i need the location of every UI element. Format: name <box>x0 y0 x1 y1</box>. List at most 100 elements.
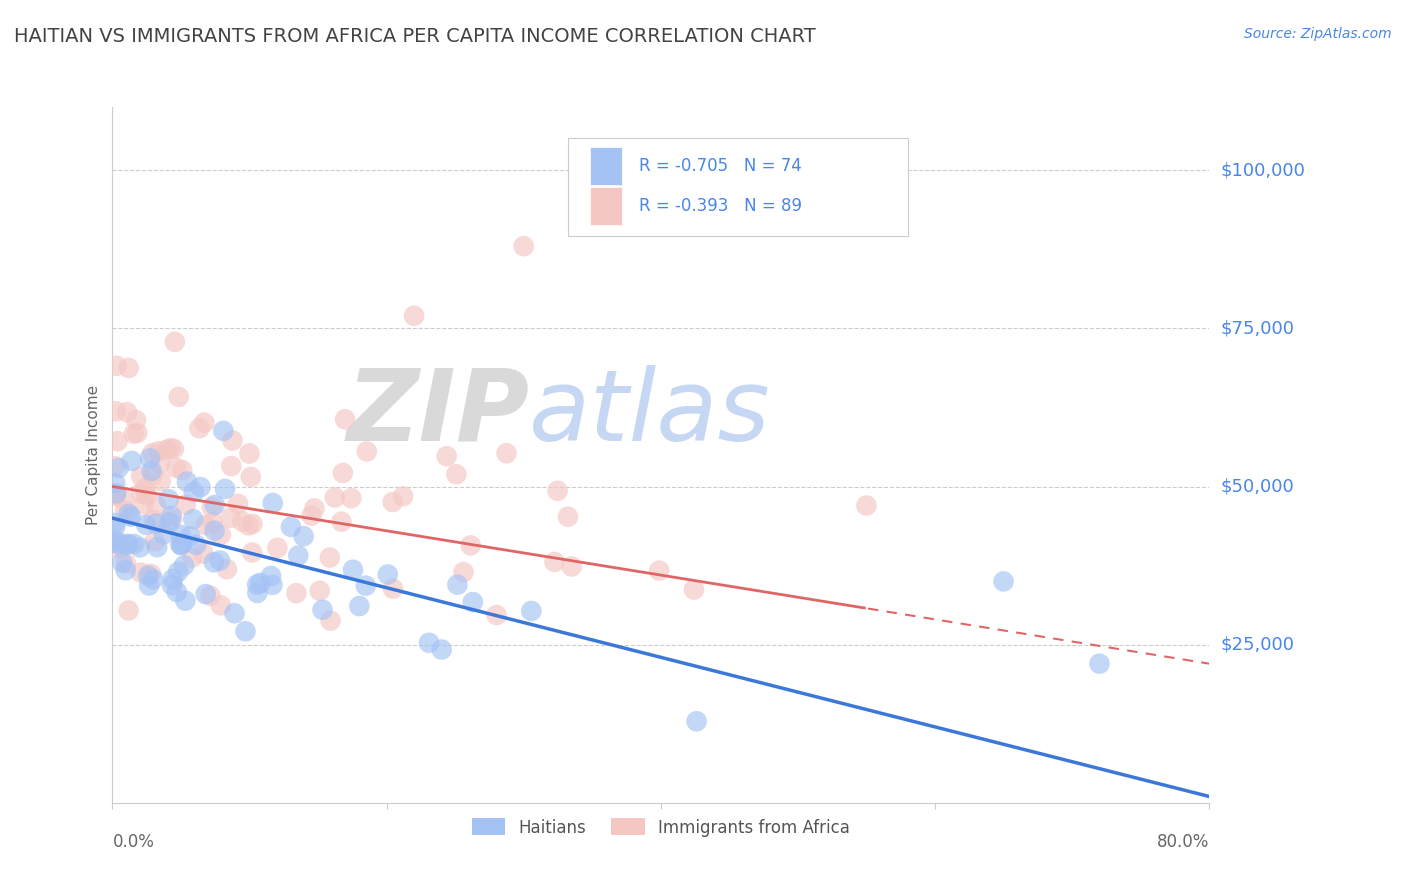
Point <box>460 538 482 552</box>
Point <box>495 446 517 460</box>
Point <box>238 518 260 533</box>
Point <box>136 568 159 582</box>
Point <box>141 446 163 460</box>
Point <box>176 475 198 489</box>
Point <box>332 466 354 480</box>
Point <box>148 444 170 458</box>
Point <box>201 500 224 515</box>
Point <box>142 468 165 483</box>
Point <box>188 421 211 435</box>
Point <box>118 603 141 617</box>
Point <box>172 536 194 550</box>
Point <box>557 509 579 524</box>
Point <box>356 444 378 458</box>
Point <box>221 434 243 448</box>
Point <box>330 515 353 529</box>
Point <box>287 549 309 563</box>
Point <box>993 574 1015 589</box>
Point <box>145 499 167 513</box>
Point <box>122 426 145 441</box>
Text: R = -0.393   N = 89: R = -0.393 N = 89 <box>638 197 801 215</box>
Point <box>204 498 226 512</box>
Text: $100,000: $100,000 <box>1220 161 1305 179</box>
Point <box>112 493 135 508</box>
Text: HAITIAN VS IMMIGRANTS FROM AFRICA PER CAPITA INCOME CORRELATION CHART: HAITIAN VS IMMIGRANTS FROM AFRICA PER CA… <box>14 27 815 45</box>
Point <box>239 470 262 484</box>
Point <box>342 563 364 577</box>
Point <box>160 512 183 526</box>
Legend: Haitians, Immigrants from Africa: Haitians, Immigrants from Africa <box>465 812 856 843</box>
Point <box>246 577 269 591</box>
Point <box>323 491 346 505</box>
Point <box>224 607 246 621</box>
Point <box>561 559 583 574</box>
Point <box>260 569 283 583</box>
Point <box>186 538 208 552</box>
Point <box>543 555 565 569</box>
Point <box>855 499 877 513</box>
Point <box>104 459 127 474</box>
Y-axis label: Per Capita Income: Per Capita Income <box>86 384 101 525</box>
Point <box>201 516 224 530</box>
Point <box>173 558 195 573</box>
Point <box>485 608 508 623</box>
Point <box>183 485 205 500</box>
FancyBboxPatch shape <box>568 138 908 235</box>
Point <box>139 566 162 581</box>
Point <box>249 575 271 590</box>
Point <box>212 424 235 438</box>
Point <box>129 566 152 580</box>
Point <box>404 309 426 323</box>
Point <box>111 556 134 570</box>
Point <box>209 528 232 542</box>
Point <box>170 538 193 552</box>
Point <box>547 483 569 498</box>
Point <box>157 492 180 507</box>
Text: $75,000: $75,000 <box>1220 319 1295 337</box>
Point <box>311 603 333 617</box>
Text: 0.0%: 0.0% <box>112 833 155 851</box>
Point <box>319 614 342 628</box>
Text: $50,000: $50,000 <box>1220 477 1294 496</box>
Point <box>340 491 363 505</box>
Point <box>235 624 257 639</box>
Point <box>354 579 377 593</box>
Point <box>129 469 152 483</box>
Point <box>138 578 160 592</box>
Text: atlas: atlas <box>529 365 770 462</box>
Point <box>333 412 356 426</box>
Point <box>190 480 212 494</box>
Point <box>121 454 143 468</box>
Point <box>118 507 141 521</box>
Point <box>208 553 231 567</box>
Point <box>122 537 145 551</box>
Point <box>285 586 308 600</box>
Point <box>292 529 315 543</box>
Point <box>219 510 242 524</box>
Point <box>115 557 138 571</box>
Point <box>301 508 323 523</box>
Point <box>221 459 243 474</box>
Point <box>204 524 226 538</box>
Point <box>146 540 169 554</box>
Point <box>104 488 127 502</box>
Point <box>226 497 249 511</box>
Point <box>118 361 141 376</box>
Point <box>430 642 453 657</box>
Point <box>163 334 186 349</box>
Point <box>648 564 671 578</box>
Point <box>377 567 399 582</box>
Point <box>166 585 188 599</box>
Point <box>461 595 484 609</box>
Point <box>209 599 232 613</box>
Point <box>238 446 260 460</box>
Point <box>160 509 183 524</box>
Point <box>418 636 440 650</box>
Point <box>115 405 138 419</box>
Point <box>349 599 371 613</box>
Point <box>107 537 129 551</box>
Point <box>128 541 150 555</box>
Point <box>215 562 238 576</box>
Point <box>381 495 404 509</box>
Point <box>163 442 186 456</box>
